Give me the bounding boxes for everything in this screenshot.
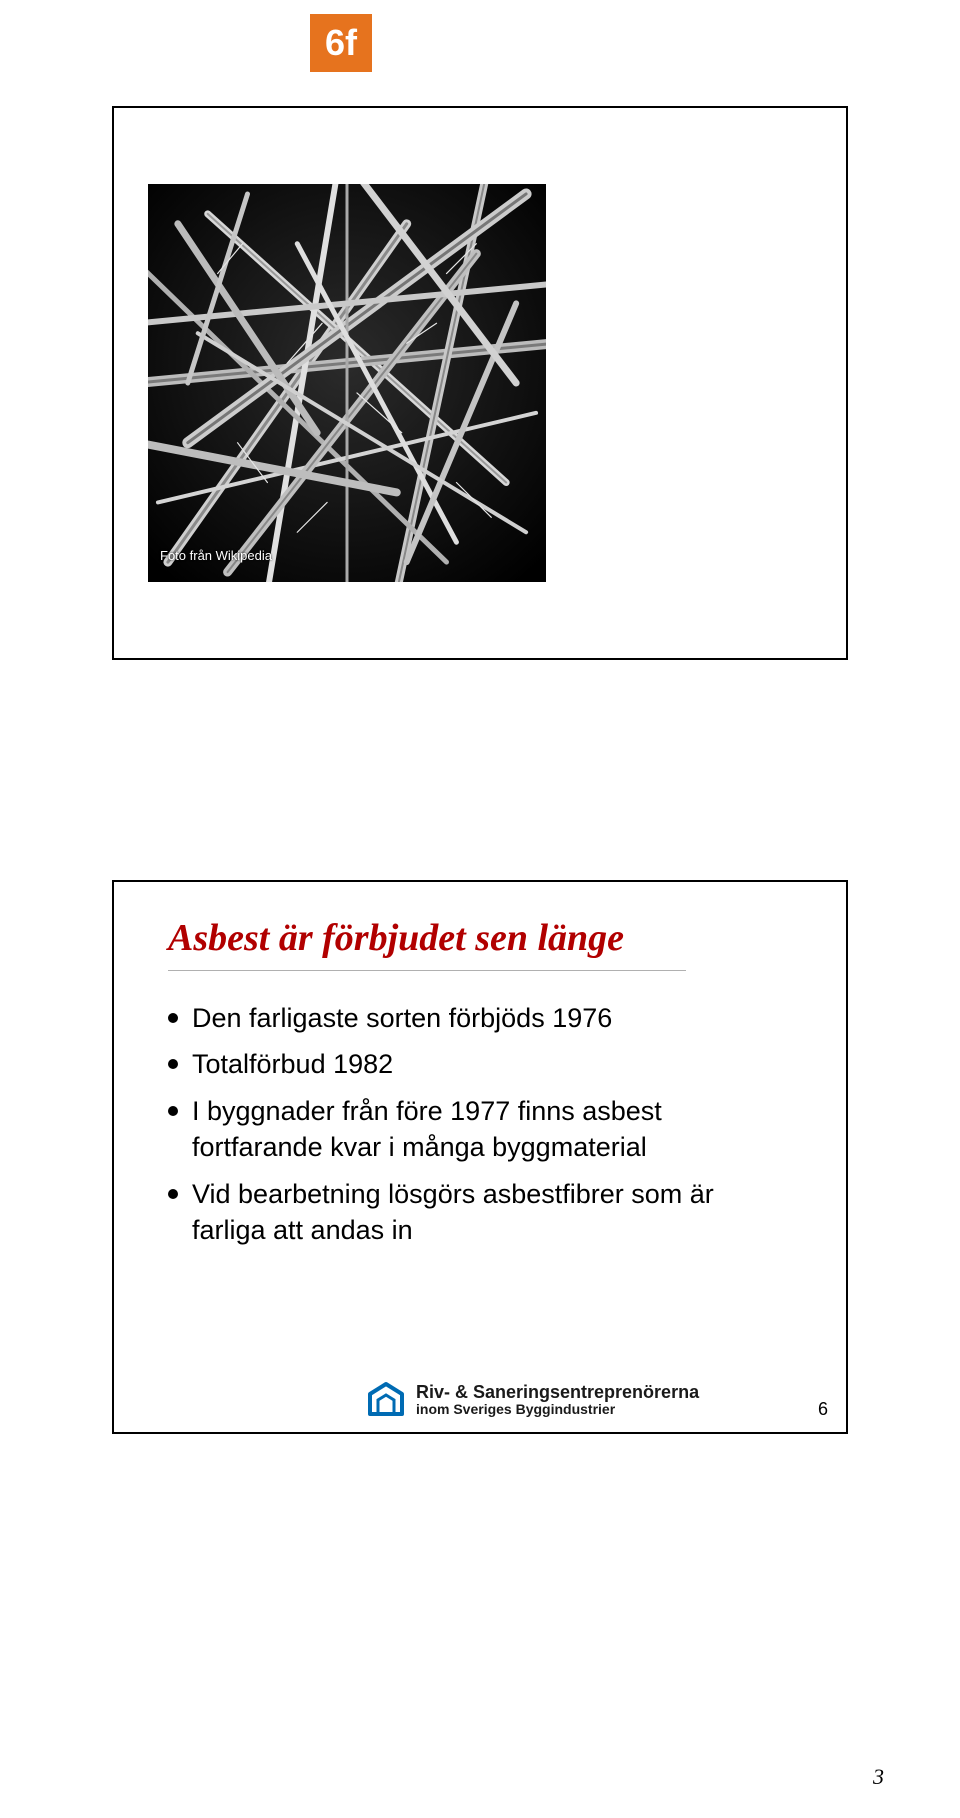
slide-text: Asbest är förbjudet sen länge Den farlig… [112,880,848,1434]
logo-icon [366,1380,406,1420]
asbestos-image [148,184,546,582]
slide-image: Foto från Wikipedia [112,106,848,660]
page-number: 3 [873,1764,884,1790]
list-item: Den farligaste sorten förbjöds 1976 [168,1000,788,1036]
title-underline [168,970,686,971]
logo-line1: Riv- & Saneringsentreprenörerna [416,1383,699,1402]
logo-line2: inom Sveriges Byggindustrier [416,1402,699,1417]
footer-logo: Riv- & Saneringsentreprenörerna inom Sve… [366,1380,786,1420]
bullet-list: Den farligaste sorten förbjöds 1976 Tota… [168,1000,788,1259]
list-item: Vid bearbetning lösgörs asbestfibrer som… [168,1176,788,1249]
image-caption: Foto från Wikipedia [160,548,272,563]
list-item: I byggnader från före 1977 finns asbest … [168,1093,788,1166]
logo-text: Riv- & Saneringsentreprenörerna inom Sve… [416,1383,699,1417]
list-item: Totalförbud 1982 [168,1046,788,1082]
bullet-text: Vid bearbetning lösgörs asbestfibrer som… [192,1179,714,1245]
slide-number: 6 [818,1399,828,1420]
slide-title: Asbest är förbjudet sen länge [168,916,624,960]
bullet-text: Totalförbud 1982 [192,1049,393,1079]
section-badge-label: 6f [325,22,357,64]
logo-mark [366,1380,406,1420]
section-badge: 6f [310,14,372,72]
bullet-text: Den farligaste sorten förbjöds 1976 [192,1003,612,1033]
bullet-text: I byggnader från före 1977 finns asbest … [192,1096,662,1162]
asbestos-fibers-illustration [148,184,546,582]
